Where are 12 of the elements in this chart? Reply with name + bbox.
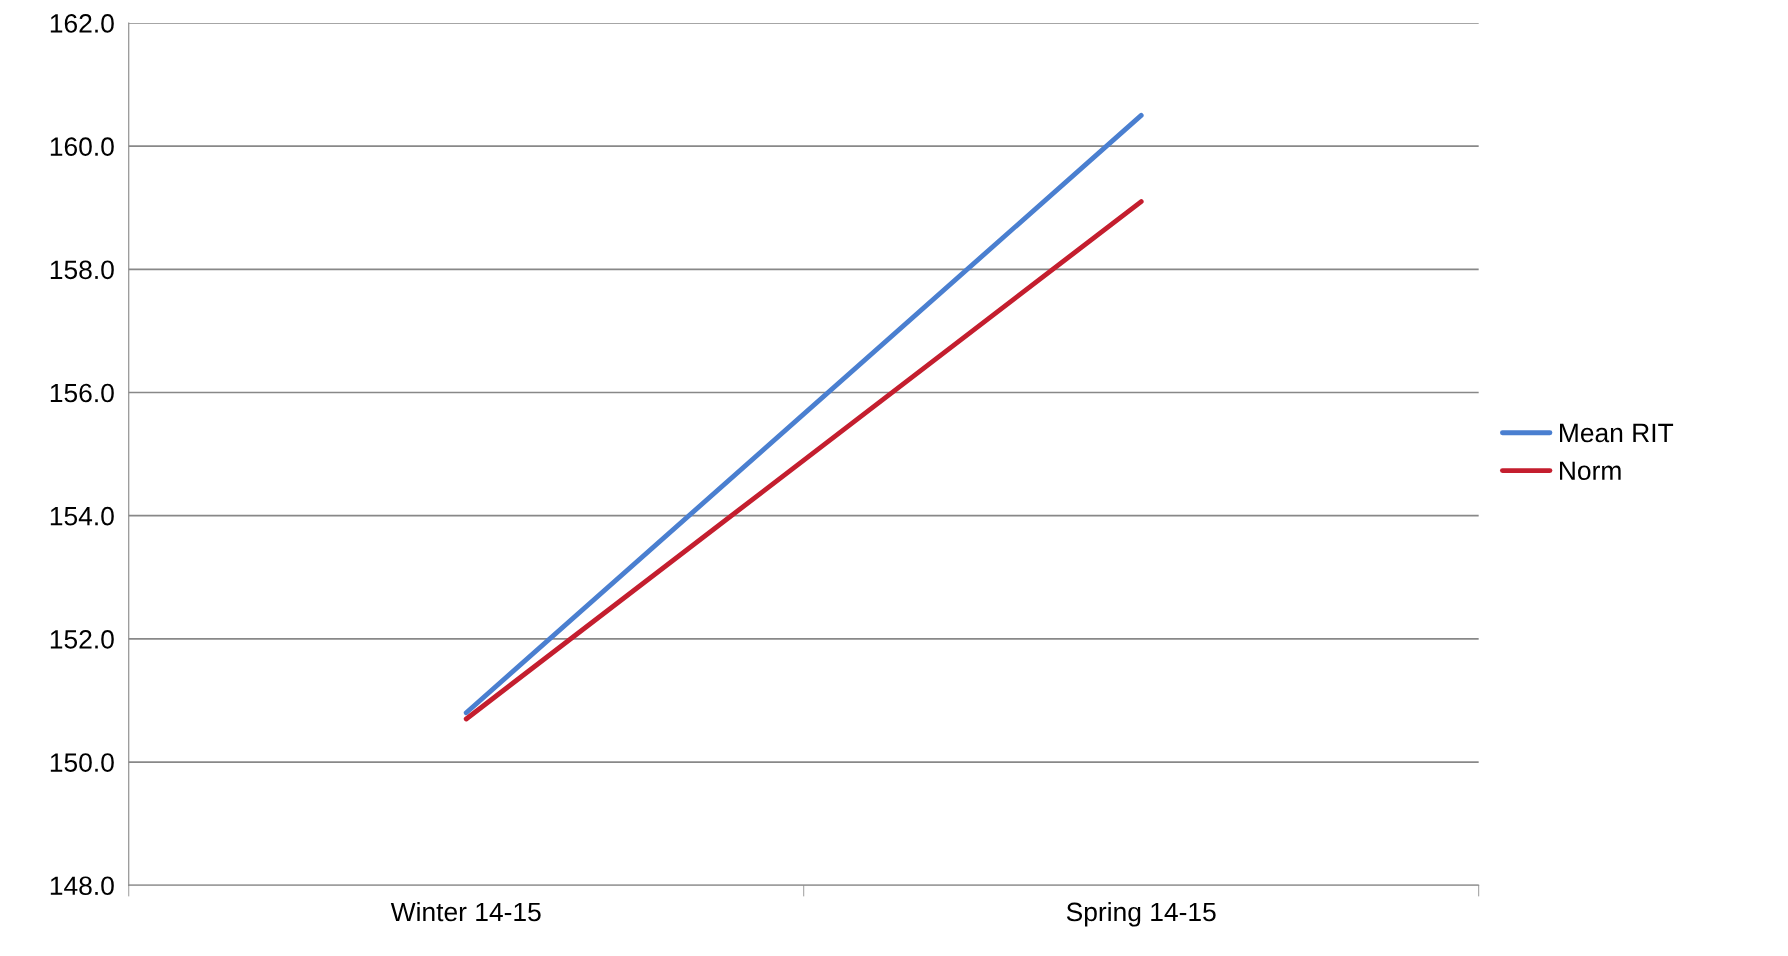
y-tick-label: 162.0: [50, 14, 114, 33]
y-tick-label: 148.0: [50, 876, 114, 896]
y-tick-label: 152.0: [50, 630, 114, 649]
y-tick-label: 160.0: [50, 137, 114, 156]
y-tick-label: 154.0: [50, 506, 114, 526]
x-tick-label: Winter 14-15: [390, 901, 541, 922]
y-tick-label: 156.0: [50, 383, 114, 403]
y-tick-label: 158.0: [50, 260, 114, 280]
x-tick-label: Spring 14-15: [1066, 901, 1216, 927]
legend-label: Mean RIT: [1560, 423, 1674, 443]
legend-label: Norm: [1560, 461, 1621, 481]
y-tick-label: 150.0: [50, 753, 114, 772]
